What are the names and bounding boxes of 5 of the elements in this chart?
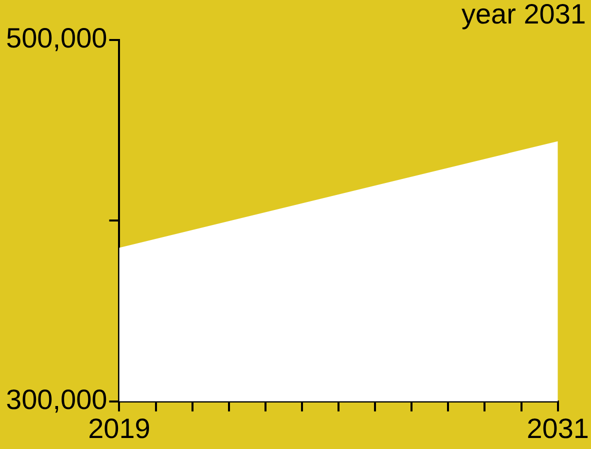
x-tick-label: 2019 — [88, 412, 150, 444]
y-tick-label: 500,000 — [6, 22, 108, 54]
text: year 2031 — [461, 0, 586, 30]
x-tick-label: 2031 — [526, 412, 590, 444]
y-tick-label: 300,000 — [6, 384, 108, 416]
